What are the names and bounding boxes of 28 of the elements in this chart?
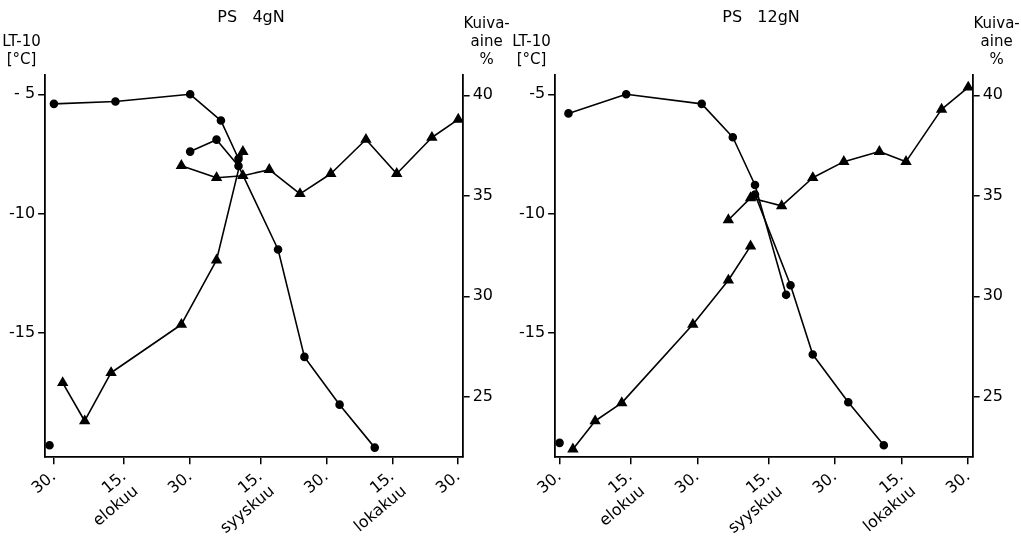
- x-tick-label: 30.: [670, 466, 703, 498]
- y2-tick-label: 25: [472, 386, 493, 406]
- y2-tick-label: 30: [982, 285, 1003, 305]
- y2-tick-label: 40: [982, 84, 1003, 104]
- y2-tick-label: 35: [982, 184, 1003, 204]
- y-tick-label: -15: [518, 322, 546, 342]
- y-tick-label: -15: [8, 322, 36, 342]
- y-tick-label: -10: [8, 202, 36, 222]
- x-tick-label: 30.: [27, 466, 60, 498]
- chart-title: PS 12gN: [722, 6, 800, 26]
- x-tick-label: 30.: [808, 466, 841, 498]
- y2-tick-label: 40: [472, 84, 493, 104]
- y-tick-label: -5: [529, 83, 546, 103]
- chart-title: PS 4gN: [217, 6, 285, 26]
- y-tick-label: -10: [518, 202, 546, 222]
- y2-tick-label: 30: [472, 285, 493, 305]
- y2-axis-title: Kuiva-aine %: [463, 13, 510, 68]
- y-axis-title: LT-10 [°C]: [512, 31, 551, 68]
- y2-axis-title: Kuiva-aine %: [973, 13, 1020, 68]
- x-tick-label: 30.: [299, 466, 332, 498]
- y2-tick-label: 35: [472, 184, 493, 204]
- y-tick-label: - 5: [14, 83, 36, 103]
- y-axis-title: LT-10 [°C]: [2, 31, 41, 68]
- y2-tick-label: 25: [982, 386, 1003, 406]
- x-tick-label: 30.: [431, 466, 464, 498]
- x-tick-label: 30.: [941, 466, 974, 498]
- x-tick-label: 30.: [163, 466, 196, 498]
- x-tick-label: 30.: [533, 466, 565, 498]
